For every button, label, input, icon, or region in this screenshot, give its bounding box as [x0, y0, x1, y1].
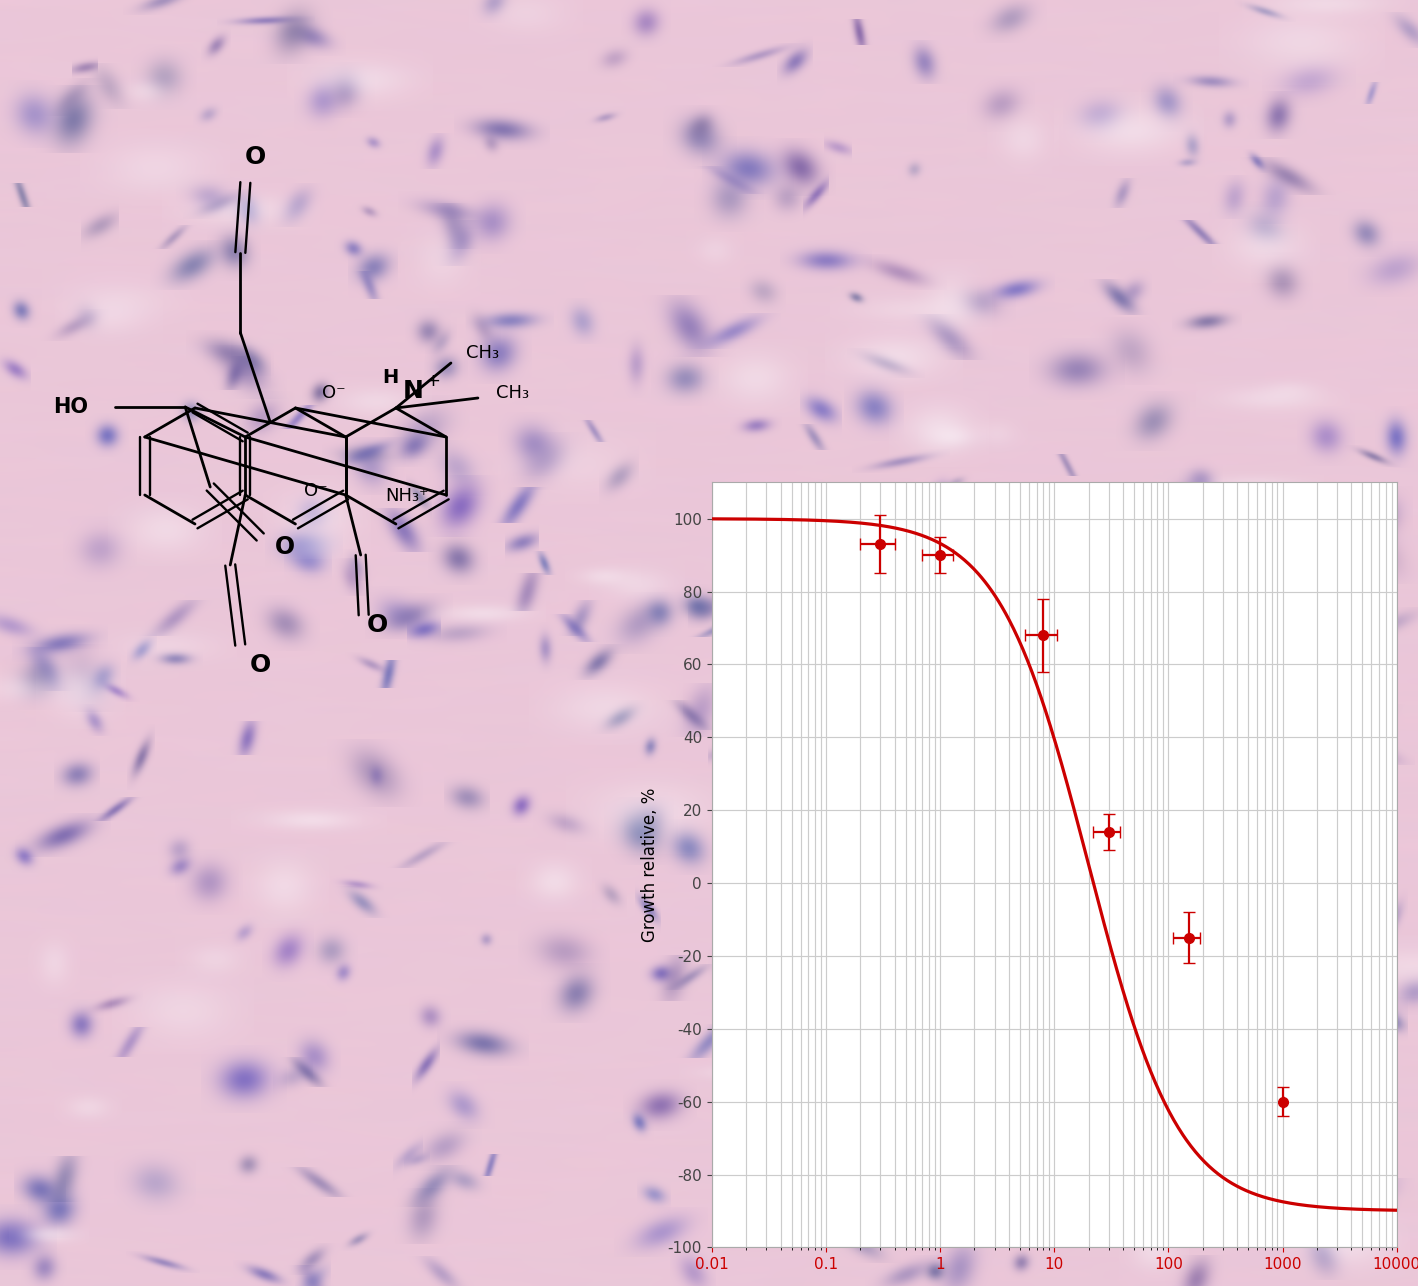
Text: HO: HO [52, 397, 88, 417]
Text: O⁻: O⁻ [303, 482, 328, 500]
Text: CH₃: CH₃ [467, 343, 499, 361]
Y-axis label: Growth relative, %: Growth relative, % [641, 787, 659, 943]
Text: CH₃: CH₃ [496, 385, 529, 403]
Text: O⁻: O⁻ [322, 383, 346, 401]
Text: O: O [250, 653, 271, 676]
Text: NH₃⁺: NH₃⁺ [386, 487, 430, 505]
Text: O: O [245, 145, 267, 170]
Text: H: H [383, 368, 398, 387]
Text: N: N [403, 378, 423, 403]
Text: +: + [425, 372, 441, 390]
Text: O: O [367, 613, 389, 637]
Text: O: O [275, 535, 295, 559]
